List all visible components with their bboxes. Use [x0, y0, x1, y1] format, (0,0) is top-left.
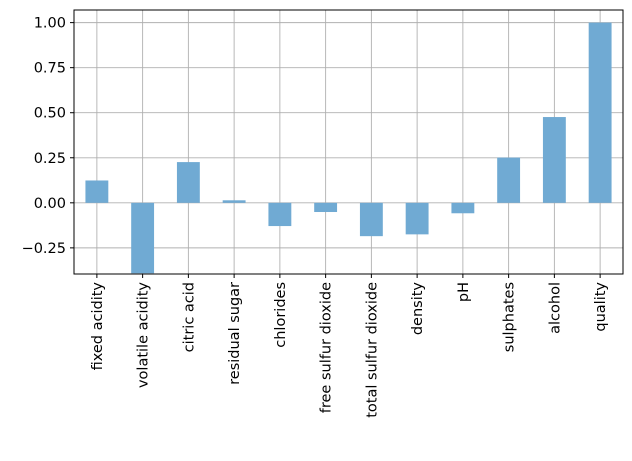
x-tick-label: density — [410, 282, 426, 336]
x-tick-label: free sulfur dioxide — [319, 282, 335, 413]
x-tick-label: citric acid — [181, 282, 197, 352]
x-tick-label: residual sugar — [227, 282, 243, 385]
x-tick-label: pH — [456, 282, 472, 302]
bars — [85, 22, 612, 274]
x-tick-label: quality — [593, 282, 609, 332]
bar — [222, 200, 246, 203]
x-tick-label: volatile acidity — [136, 282, 152, 388]
y-tick-label: 0.00 — [34, 196, 66, 212]
plot-frame — [73, 9, 624, 275]
grid — [74, 10, 623, 274]
y-tick-label: 0.25 — [34, 151, 66, 167]
y-tick-label: 0.75 — [34, 61, 66, 77]
bar — [405, 202, 429, 235]
bar — [542, 117, 566, 203]
y-tick-label: −0.25 — [22, 241, 66, 257]
y-axis: −0.25 0.00 0.25 0.50 0.75 1.00 — [22, 16, 74, 257]
x-tick-label: total sulfur dioxide — [364, 282, 380, 418]
bar — [176, 162, 200, 203]
y-tick-label: 0.50 — [34, 106, 66, 122]
bar — [85, 180, 109, 203]
y-tick-label: 1.00 — [34, 16, 66, 32]
bar — [588, 22, 612, 203]
x-tick-label: alcohol — [547, 282, 563, 334]
x-tick-label: chlorides — [273, 282, 289, 348]
x-tick-label: fixed acidity — [90, 282, 106, 371]
bar — [451, 202, 475, 214]
bar — [131, 202, 155, 274]
x-axis: fixed acidity volatile acidity citric acid… — [90, 274, 609, 418]
x-tick-label: sulphates — [502, 282, 518, 352]
bar — [314, 202, 338, 213]
bar — [359, 202, 383, 237]
bar — [497, 157, 521, 203]
bar — [268, 202, 292, 227]
